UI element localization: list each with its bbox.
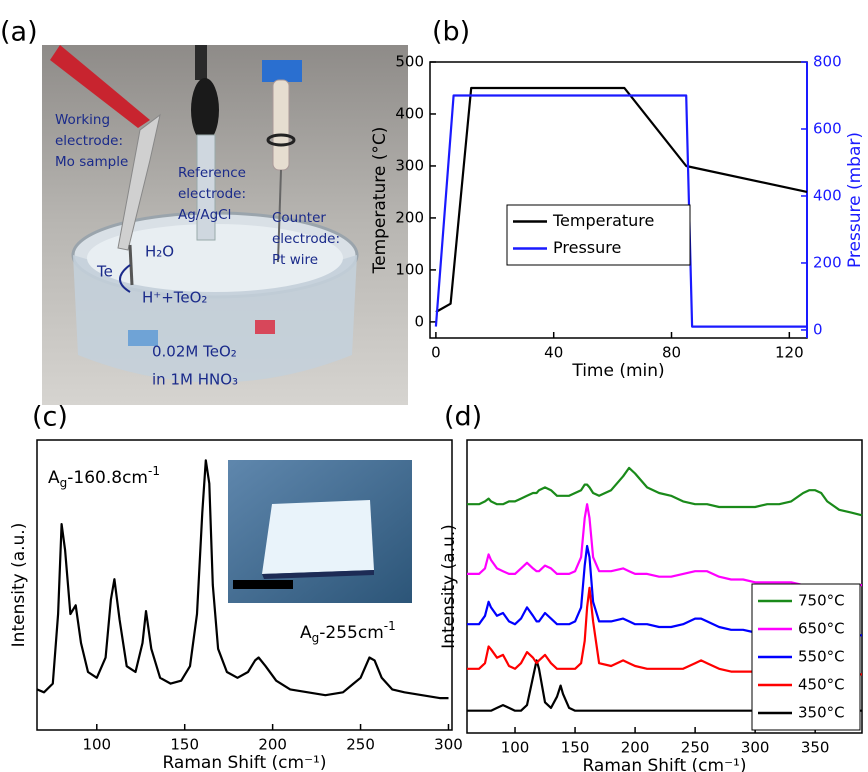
photo-label: 0.02M TeO₂	[152, 343, 237, 361]
y2-tick-label: 0	[813, 320, 823, 338]
annotation-text: -255cm	[319, 623, 384, 643]
x-tick-label: 300	[434, 736, 463, 754]
counter-body	[273, 80, 289, 170]
x-axis-title: Raman Shift (cm⁻¹)	[162, 753, 326, 772]
annotation-text: -160.8cm	[67, 468, 148, 488]
y2-tick-label: 800	[813, 53, 842, 71]
x-tick-label: 200	[621, 739, 650, 757]
annotation-text: A	[48, 468, 60, 488]
x-axis-title: Raman Shift (cm⁻¹)	[582, 756, 746, 772]
photo-label: H₂O	[145, 243, 174, 261]
x-tick-label: 40	[544, 344, 563, 362]
x-tick-label: 300	[741, 739, 770, 757]
series-line	[467, 468, 862, 515]
y2-tick-label: 400	[813, 186, 842, 204]
photo-label: Counter	[272, 210, 326, 226]
x-tick-label: 100	[501, 739, 530, 757]
y-axis-title: Intensity (a.u.)	[439, 524, 459, 649]
annotation: Ag-160.8cm-1	[48, 464, 160, 490]
y2-tick-label: 200	[813, 253, 842, 271]
series-line	[436, 88, 807, 312]
y2-tick-label: 600	[813, 119, 842, 137]
x-tick-label: 350	[801, 739, 830, 757]
inset-photo	[228, 460, 412, 603]
photo-label: electrode:	[55, 133, 123, 149]
x-tick-label: 250	[681, 739, 710, 757]
x-tick-label: 200	[258, 736, 287, 754]
panel-label: (c)	[32, 402, 68, 433]
annotation-text: A	[300, 623, 312, 643]
y-tick-label: 500	[395, 53, 424, 71]
y-tick-label: 200	[395, 208, 424, 226]
reference-cap	[195, 45, 207, 80]
panel-label: (d)	[444, 402, 482, 433]
plot-frame	[430, 62, 807, 338]
y-tick-label: 100	[395, 260, 424, 278]
annotation: Ag-255cm-1	[300, 619, 396, 645]
annotation-sup: -1	[384, 619, 396, 633]
scale-bar	[233, 580, 293, 589]
x-tick-label: 250	[346, 736, 375, 754]
annotation-sup: -1	[148, 464, 160, 478]
legend-label: 450°C	[798, 676, 845, 694]
panel-label: (b)	[432, 17, 470, 48]
photo-label: H⁺+TeO₂	[142, 289, 207, 307]
x-axis-title: Time (min)	[571, 361, 664, 381]
y-tick-label: 0	[414, 312, 424, 330]
legend-label: 650°C	[798, 620, 845, 638]
series-line	[467, 504, 862, 585]
y-axis-title: Intensity (a.u.)	[9, 523, 29, 648]
legend-label: Pressure	[553, 238, 621, 257]
photo-label: Ag/AgCl	[178, 207, 231, 223]
reference-top	[191, 78, 219, 142]
legend-label: 550°C	[798, 648, 845, 666]
annotation-sub: g	[312, 631, 320, 645]
legend-label: Temperature	[552, 211, 654, 230]
photo-label: electrode:	[272, 231, 340, 247]
photo-label: Working	[55, 112, 110, 128]
red-tape	[255, 320, 275, 334]
sample	[262, 500, 374, 574]
x-tick-label: 100	[82, 736, 111, 754]
photo-label: Pt wire	[272, 252, 318, 268]
legend-label: 750°C	[798, 592, 845, 610]
legend-label: 350°C	[798, 704, 845, 722]
working-electrode	[130, 245, 132, 285]
x-tick-label: 80	[662, 344, 681, 362]
y-axis-title: Temperature (°C)	[370, 127, 390, 275]
photo-label: in 1M HNO₃	[152, 371, 238, 389]
x-tick-label: 150	[170, 736, 199, 754]
x-tick-label: 120	[775, 344, 804, 362]
x-tick-label: 0	[431, 344, 441, 362]
blue-clip	[262, 60, 302, 82]
x-tick-label: 150	[561, 739, 590, 757]
photo-label: electrode:	[178, 186, 246, 202]
y-tick-label: 300	[395, 156, 424, 174]
y-tick-label: 400	[395, 104, 424, 122]
annotation-sub: g	[60, 476, 68, 490]
panel-label: (a)	[0, 17, 38, 48]
photo-label: Mo sample	[55, 154, 128, 170]
y2-axis-title: Pressure (mbar)	[845, 132, 865, 268]
photo-label: Reference	[178, 165, 246, 181]
figure: (a) Working electrode: Mo sample Reference el…	[0, 0, 868, 772]
photo-label: Te	[96, 263, 113, 281]
